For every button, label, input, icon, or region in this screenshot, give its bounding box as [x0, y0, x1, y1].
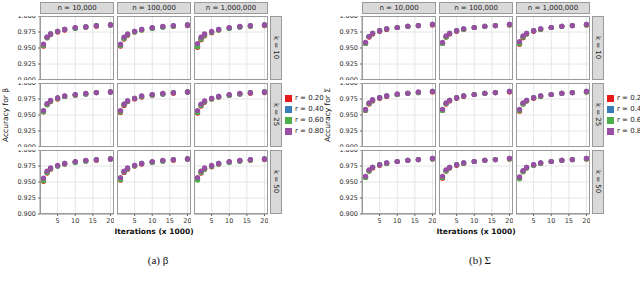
html-text:r = 0.80: r = 0.80: [295, 127, 324, 135]
svg-text:0.950: 0.950: [17, 111, 36, 119]
svg-text:0.900: 0.900: [17, 76, 36, 80]
svg-text:0.925: 0.925: [339, 60, 358, 68]
html-text:(b) Σ: (b) Σ: [469, 254, 491, 266]
svg-text:15: 15: [411, 217, 419, 225]
svg-text:0.950: 0.950: [17, 178, 36, 186]
html-text:(a) β: (a) β: [147, 254, 169, 266]
svg-text:1.000: 1.000: [339, 150, 358, 154]
svg-text:1.000: 1.000: [339, 83, 358, 87]
html-text:k = 25: k = 25: [272, 103, 280, 127]
svg-text:15: 15: [488, 217, 496, 225]
svg-text:0.900: 0.900: [339, 210, 358, 218]
svg-text:1.000: 1.000: [17, 83, 36, 87]
svg-text:0.925: 0.925: [339, 127, 358, 135]
svg-text:0.900: 0.900: [339, 76, 358, 80]
svg-text:0.975: 0.975: [339, 95, 358, 103]
html-text:n = 10,000: n = 10,000: [57, 4, 97, 12]
svg-text:0.900: 0.900: [17, 210, 36, 218]
html-text:n = 1,000,000: n = 1,000,000: [527, 4, 579, 12]
svg-text:20: 20: [428, 217, 436, 225]
html-text:k = 50: k = 50: [272, 170, 280, 194]
svg-text:0.925: 0.925: [17, 194, 36, 202]
svg-text:15: 15: [243, 217, 251, 225]
svg-text:5: 5: [133, 217, 137, 225]
svg-text:10: 10: [225, 217, 233, 225]
svg-text:0.975: 0.975: [17, 95, 36, 103]
svg-text:5: 5: [378, 217, 382, 225]
svg-text:0.900: 0.900: [17, 143, 36, 147]
html-text:n = 100,000: n = 100,000: [132, 4, 176, 12]
svg-text:5: 5: [210, 217, 214, 225]
svg-text:1.000: 1.000: [17, 16, 36, 20]
html-text:r = 0.60: r = 0.60: [295, 116, 324, 124]
svg-text:0.950: 0.950: [339, 178, 358, 186]
html-text:Iterations (x 1000): Iterations (x 1000): [114, 227, 194, 236]
svg-text:0.975: 0.975: [17, 162, 36, 170]
html-text:k = 50: k = 50: [594, 170, 602, 194]
svg-text:5: 5: [56, 217, 60, 225]
svg-text:0.975: 0.975: [339, 28, 358, 36]
svg-text:20: 20: [260, 217, 268, 225]
svg-text:0.950: 0.950: [339, 44, 358, 52]
html-text:k = 25: k = 25: [594, 103, 602, 127]
svg-text:0.900: 0.900: [339, 143, 358, 147]
html-text:n = 10,000: n = 10,000: [379, 4, 419, 12]
svg-text:20: 20: [582, 217, 590, 225]
svg-text:1.000: 1.000: [339, 16, 358, 20]
svg-text:0.975: 0.975: [339, 162, 358, 170]
svg-text:10: 10: [71, 217, 79, 225]
svg-text:10: 10: [470, 217, 478, 225]
svg-text:0.950: 0.950: [339, 111, 358, 119]
svg-text:15: 15: [89, 217, 97, 225]
html-text:n = 1,000,000: n = 1,000,000: [205, 4, 257, 12]
svg-text:10: 10: [393, 217, 401, 225]
html-text:n = 100,000: n = 100,000: [454, 4, 498, 12]
svg-text:20: 20: [106, 217, 114, 225]
svg-text:0.925: 0.925: [17, 127, 36, 135]
svg-text:15: 15: [565, 217, 573, 225]
svg-text:0.925: 0.925: [17, 60, 36, 68]
svg-text:0.950: 0.950: [17, 44, 36, 52]
svg-text:5: 5: [532, 217, 536, 225]
svg-text:15: 15: [166, 217, 174, 225]
svg-text:20: 20: [505, 217, 513, 225]
html-text:Accuracy for β: Accuracy for β: [1, 88, 10, 143]
svg-text:0.975: 0.975: [17, 28, 36, 36]
svg-text:10: 10: [547, 217, 555, 225]
html-text:Iterations (x 1000): Iterations (x 1000): [436, 227, 516, 236]
html-text:r = 0.40: r = 0.40: [295, 105, 324, 113]
html-text:r = 0.20: r = 0.20: [295, 94, 324, 102]
svg-text:20: 20: [183, 217, 191, 225]
html-text:k = 10: k = 10: [594, 36, 602, 60]
svg-text:5: 5: [455, 217, 459, 225]
html-text:k = 10: k = 10: [272, 36, 280, 60]
svg-text:10: 10: [148, 217, 156, 225]
svg-text:1.000: 1.000: [17, 150, 36, 154]
html-text:Accuracy for Σ: Accuracy for Σ: [323, 88, 332, 142]
svg-text:0.925: 0.925: [339, 194, 358, 202]
